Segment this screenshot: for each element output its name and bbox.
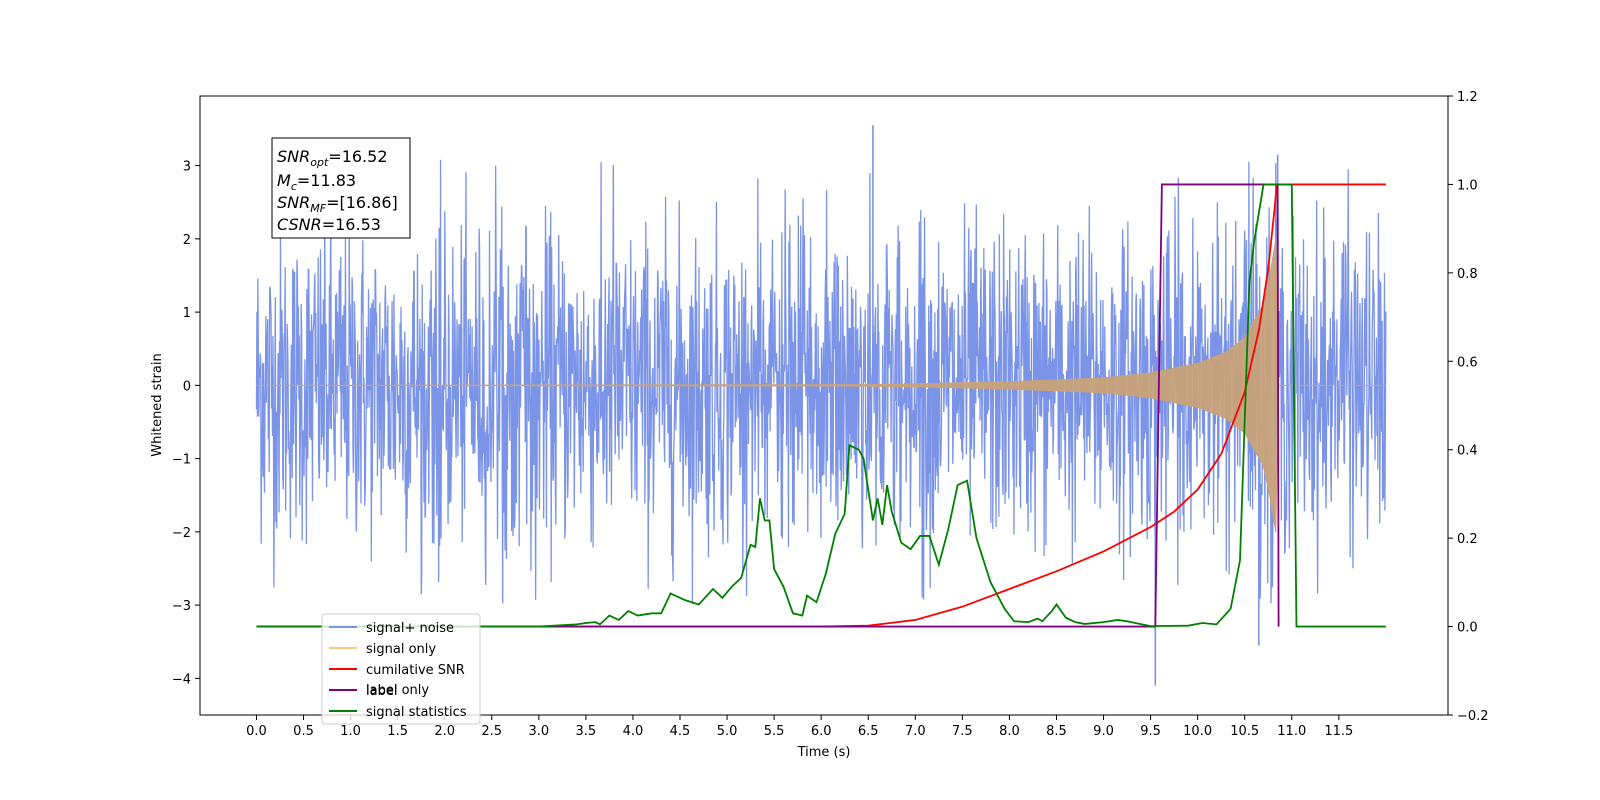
x-tick-label: 10.0 bbox=[1183, 724, 1212, 739]
x-tick-label: 1.0 bbox=[340, 724, 361, 739]
y2-tick-label: 0.6 bbox=[1457, 355, 1478, 370]
y-tick-label: −2 bbox=[172, 526, 191, 541]
y2-tick-label: −0.2 bbox=[1457, 709, 1489, 724]
y2-tick-label: 1.2 bbox=[1457, 90, 1478, 105]
annotation-box: SNRopt=16.52 Mc=11.83 SNRMF=[16.86] CSNR… bbox=[271, 137, 411, 239]
x-tick-label: 6.0 bbox=[811, 724, 832, 739]
series-label bbox=[256, 183, 1280, 628]
series-signal-statistics bbox=[256, 183, 1386, 628]
y2-tick-label: 0.0 bbox=[1457, 621, 1478, 636]
y-tick-label: −1 bbox=[172, 453, 191, 468]
x-axis-label: Time (s) bbox=[797, 745, 851, 760]
series-signal-noise bbox=[255, 159, 1387, 605]
x-tick-label: 2.0 bbox=[434, 724, 455, 739]
axes-layer: 0.0 0.5 1.0 1.5 2.0 2.5 3.0 3.5 4.0 4.5 5.0 5.5 6.0 6… bbox=[172, 90, 1489, 739]
y-tick-label: 0 bbox=[183, 379, 191, 394]
x-tick-label: 4.5 bbox=[670, 724, 691, 739]
legend-label: signal+ noise bbox=[366, 621, 454, 636]
x-tick-label: 10.5 bbox=[1230, 724, 1259, 739]
x-tick-label: 2.5 bbox=[481, 724, 502, 739]
x-tick-label: 4.0 bbox=[623, 724, 644, 739]
x-tick-label: 9.5 bbox=[1140, 724, 1161, 739]
legend-label: signal only bbox=[366, 642, 436, 657]
annotation-snr-mf: SNRMF=[16.86] bbox=[277, 193, 398, 215]
x-tick-label: 8.5 bbox=[1046, 724, 1067, 739]
x-tick-label: 9.0 bbox=[1093, 724, 1114, 739]
legend: label only signal+ noise signal only cumil… bbox=[321, 613, 481, 725]
y-tick-label: 1 bbox=[183, 306, 191, 321]
y-tick-label: −3 bbox=[172, 599, 191, 614]
y-tick-label: 2 bbox=[183, 233, 191, 248]
x-tick-label: 7.5 bbox=[952, 724, 973, 739]
legend-label: label bbox=[366, 684, 397, 699]
x-tick-label: 0.5 bbox=[293, 724, 314, 739]
x-tick-label: 6.5 bbox=[858, 724, 879, 739]
x-tick-label: 0.0 bbox=[246, 724, 267, 739]
x-tick-label: 3.0 bbox=[528, 724, 549, 739]
y-tick-label: 3 bbox=[183, 160, 191, 175]
x-tick-label: 11.0 bbox=[1277, 724, 1306, 739]
y2-tick-label: 1.0 bbox=[1457, 178, 1478, 193]
series-layer bbox=[255, 125, 1387, 686]
x-tick-label: 11.5 bbox=[1324, 724, 1353, 739]
series-cumilative-snr bbox=[256, 183, 1386, 628]
legend-items: signal+ noise signal only cumilative SNR la… bbox=[329, 621, 467, 720]
annotation-snr-opt: SNRopt=16.52 bbox=[277, 147, 388, 169]
x-tick-label: 1.5 bbox=[387, 724, 408, 739]
x-tick-label: 5.0 bbox=[717, 724, 738, 739]
x-tick-label: 7.0 bbox=[905, 724, 926, 739]
legend-label: cumilative SNR bbox=[366, 663, 465, 678]
annotation-csnr: CSNR=16.53 bbox=[277, 215, 381, 234]
y2-tick-label: 0.4 bbox=[1457, 444, 1478, 459]
annotation-mc: Mc=11.83 bbox=[277, 171, 356, 193]
y2-tick-label: 0.2 bbox=[1457, 532, 1478, 547]
x-tick-label: 8.0 bbox=[999, 724, 1020, 739]
plot-border bbox=[199, 95, 1449, 716]
y2-tick-label: 0.8 bbox=[1457, 267, 1478, 282]
legend-label: signal statistics bbox=[366, 705, 467, 720]
x-tick-label: 5.5 bbox=[764, 724, 785, 739]
y-axis-label: Whitened strain bbox=[150, 353, 165, 456]
legend-overlapped-text: label only bbox=[366, 683, 429, 698]
x-tick-label: 3.5 bbox=[576, 724, 597, 739]
series-signal-only bbox=[256, 238, 1386, 532]
y-tick-label: −4 bbox=[172, 672, 191, 687]
